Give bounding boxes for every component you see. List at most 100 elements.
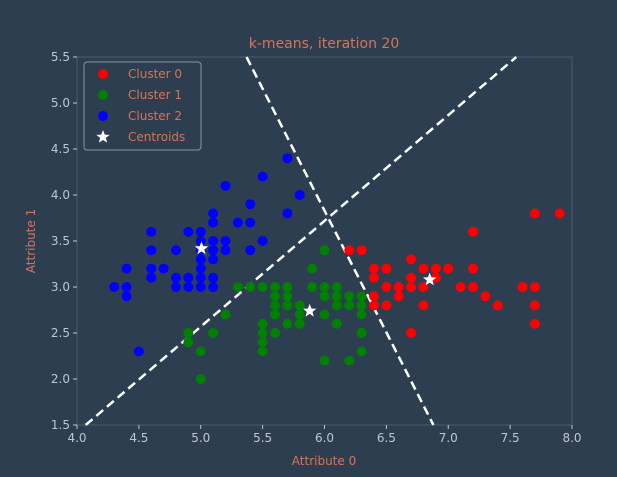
data-point (121, 263, 132, 274)
data-point (492, 300, 503, 311)
data-point (183, 226, 194, 237)
data-point (257, 318, 268, 329)
data-point (294, 318, 305, 329)
x-tick-label: 7.5 (501, 431, 520, 445)
data-point (171, 245, 181, 256)
data-point (344, 245, 355, 256)
data-point (406, 282, 417, 292)
data-point (468, 226, 478, 237)
data-point (220, 309, 231, 320)
data-point (282, 153, 293, 164)
legend-item: Centroids (96, 130, 185, 144)
data-point (232, 282, 243, 292)
x-ticks: 4.0 4.5 5.0 5.5 6.0 6.5 7.0 7.5 8.0 (67, 425, 582, 445)
data-point (294, 300, 305, 311)
data-point (270, 309, 280, 320)
x-tick-label: 5.5 (253, 431, 272, 445)
data-point (208, 282, 219, 292)
data-point (356, 300, 367, 311)
data-points (109, 153, 565, 384)
data-point (319, 291, 330, 302)
data-point (208, 245, 219, 256)
data-point (257, 337, 268, 348)
y-tick-label: 3.0 (51, 280, 70, 294)
data-point (195, 374, 206, 384)
data-point (146, 245, 157, 256)
centroid-marker (423, 272, 437, 286)
data-point (356, 309, 367, 320)
data-point (282, 282, 293, 292)
data-point (195, 254, 206, 265)
data-point (480, 291, 491, 302)
data-point (195, 263, 206, 274)
data-point (356, 291, 367, 302)
data-point (356, 346, 367, 357)
data-point (356, 245, 367, 256)
y-tick-label: 4.5 (51, 142, 70, 156)
series-3 (194, 241, 437, 317)
centroid-marker (194, 241, 209, 255)
data-point (195, 346, 206, 357)
data-point (468, 282, 478, 292)
data-point (257, 236, 268, 246)
data-point (195, 282, 206, 292)
data-point (245, 217, 256, 228)
y-tick-label: 5.0 (51, 96, 70, 110)
data-point (331, 318, 342, 329)
data-point (331, 282, 342, 292)
data-point (270, 291, 280, 302)
data-point (270, 282, 280, 292)
series-1 (183, 245, 367, 384)
boundary-line-0 (84, 56, 518, 426)
data-point (195, 272, 206, 283)
data-point (133, 346, 144, 357)
x-tick-label: 7.0 (439, 431, 458, 445)
data-point (282, 291, 293, 302)
data-point (554, 208, 565, 219)
y-tick-label: 5.5 (51, 50, 70, 64)
centroid-marker (302, 303, 317, 317)
data-point (406, 272, 417, 283)
legend-marker (98, 111, 108, 121)
data-point (517, 282, 528, 292)
y-tick-label: 4.0 (51, 188, 70, 202)
data-point (183, 272, 194, 283)
data-point (381, 282, 392, 292)
series-2 (109, 153, 305, 357)
data-point (331, 300, 342, 311)
data-point (121, 291, 132, 302)
y-tick-label: 1.5 (51, 418, 70, 432)
data-point (529, 282, 540, 292)
y-tick-label: 2.0 (51, 372, 70, 386)
data-point (146, 263, 157, 274)
data-point (270, 328, 280, 338)
data-point (455, 282, 466, 292)
data-point (195, 226, 206, 237)
boundary-line-1 (245, 56, 435, 426)
data-point (418, 263, 429, 274)
legend-label: Centroids (128, 130, 185, 144)
data-point (319, 355, 330, 366)
data-point (307, 282, 318, 292)
data-point (171, 272, 181, 283)
data-point (430, 263, 441, 274)
x-tick-label: 6.0 (315, 431, 334, 445)
data-point (245, 282, 256, 292)
data-point (381, 263, 392, 274)
data-point (418, 300, 429, 311)
data-point (282, 300, 293, 311)
chart-title: k-means, iteration 20 (249, 36, 399, 52)
legend-item: Cluster 1 (98, 88, 182, 102)
legend-item: Cluster 2 (98, 109, 182, 123)
x-tick-label: 5.0 (191, 431, 210, 445)
y-axis-label: Attribute 1 (24, 209, 38, 273)
data-point (529, 208, 540, 219)
x-tick-label: 4.0 (67, 431, 86, 445)
data-point (146, 272, 157, 283)
data-point (183, 328, 194, 338)
data-point (282, 318, 293, 329)
data-point (208, 272, 219, 283)
y-tick-label: 3.5 (51, 234, 70, 248)
data-point (369, 300, 379, 311)
data-point (369, 291, 379, 302)
